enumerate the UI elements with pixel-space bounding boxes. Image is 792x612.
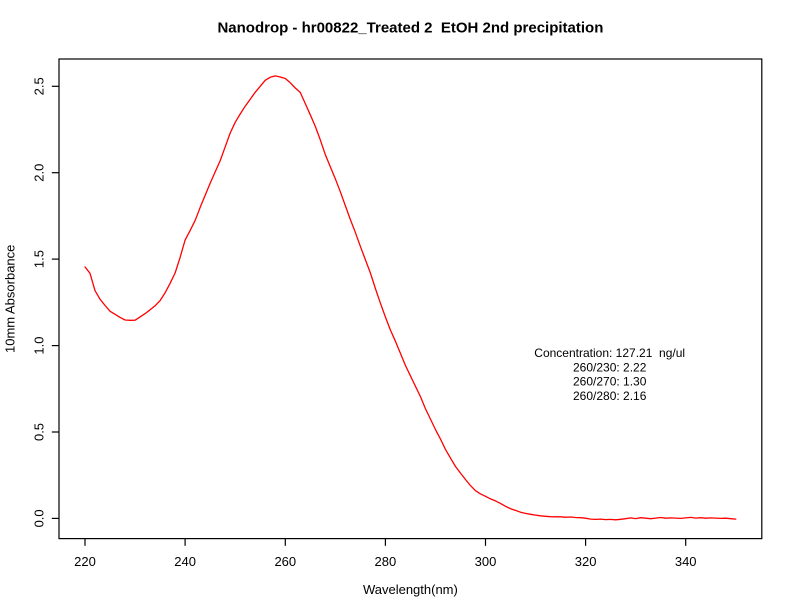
svg-text:Concentration: 127.21 ng/ul: Concentration: 127.21 ng/ul (534, 346, 685, 360)
svg-text:260/270: 1.30: 260/270: 1.30 (573, 375, 647, 389)
svg-text:220: 220 (74, 554, 96, 569)
svg-text:340: 340 (675, 554, 697, 569)
svg-text:2.0: 2.0 (31, 164, 46, 182)
svg-text:240: 240 (174, 554, 196, 569)
svg-text:300: 300 (475, 554, 497, 569)
svg-text:10mm Absorbance: 10mm Absorbance (3, 245, 18, 353)
svg-text:Nanodrop - hr00822_Treated 2: Nanodrop - hr00822_Treated 2 EtOH 2nd pr… (217, 20, 603, 37)
svg-text:280: 280 (375, 554, 397, 569)
svg-text:260/230: 2.22: 260/230: 2.22 (573, 360, 647, 374)
svg-text:260/280: 2.16: 260/280: 2.16 (573, 389, 647, 403)
svg-text:320: 320 (575, 554, 597, 569)
svg-text:1.5: 1.5 (31, 250, 46, 268)
svg-text:2.5: 2.5 (31, 77, 46, 95)
svg-text:260: 260 (274, 554, 296, 569)
svg-text:0.5: 0.5 (31, 423, 46, 441)
svg-text:1.0: 1.0 (31, 337, 46, 355)
svg-text:Wavelength(nm): Wavelength(nm) (363, 582, 458, 597)
svg-text:0.0: 0.0 (31, 509, 46, 527)
